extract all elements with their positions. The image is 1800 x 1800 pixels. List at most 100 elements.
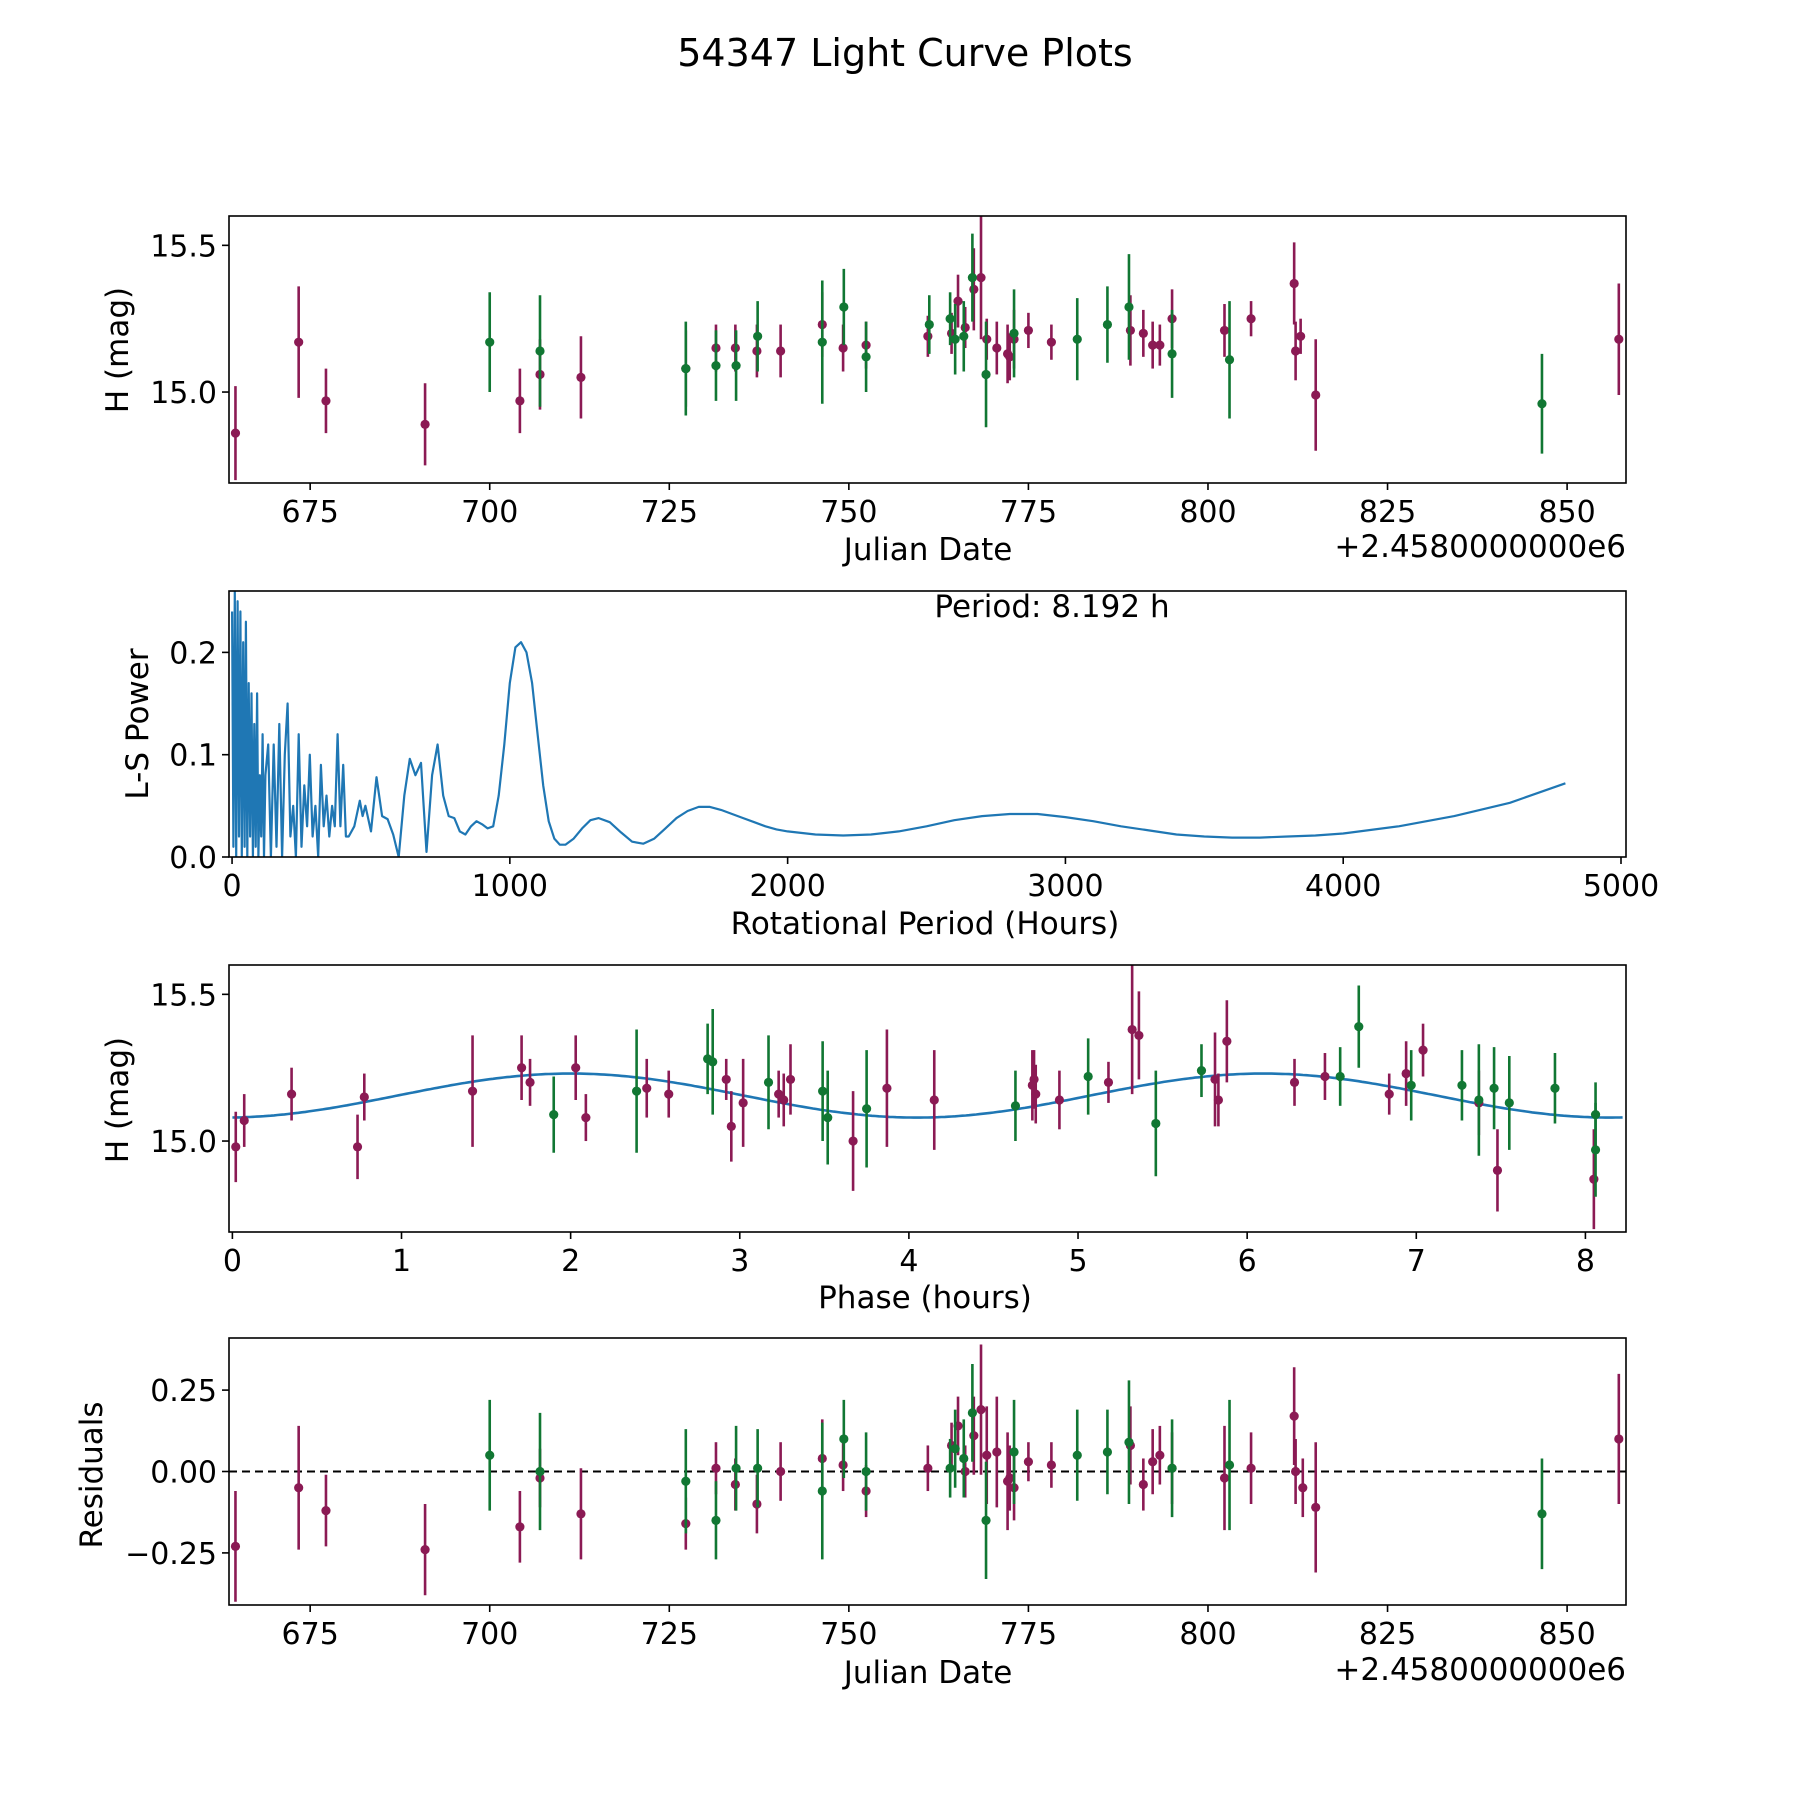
- marker: [1492, 1165, 1503, 1175]
- marker: [535, 1466, 545, 1477]
- residuals-axes: 675 700 725 750 775 800 825 850 −0.25 0.00 0.25: [125, 1337, 1627, 1652]
- marker: [1124, 1437, 1134, 1447]
- data-point-green: [711, 330, 721, 401]
- data-point-green: [1151, 1070, 1161, 1177]
- marker: [945, 1463, 955, 1473]
- marker: [1054, 1095, 1065, 1105]
- data-point-purple: [1031, 1064, 1041, 1124]
- marker: [631, 1086, 642, 1096]
- data-point-green: [1124, 254, 1134, 360]
- marker: [1005, 352, 1015, 362]
- x-tick-label: 800: [1179, 1617, 1236, 1652]
- marker: [352, 1142, 363, 1152]
- marker: [1224, 1460, 1235, 1470]
- marker: [515, 396, 525, 406]
- data-point-purple: [976, 216, 986, 340]
- marker: [711, 361, 721, 371]
- x-tick-label: 6: [1238, 1244, 1257, 1279]
- data-point-purple: [1134, 991, 1144, 1080]
- marker: [817, 1486, 827, 1496]
- data-point-purple: [515, 368, 525, 434]
- data-point-green: [817, 1422, 827, 1560]
- y-axis-label: Residuals: [74, 1401, 110, 1548]
- marker: [1537, 399, 1547, 409]
- marker: [231, 1142, 241, 1152]
- marker: [923, 1463, 933, 1473]
- data-point-green: [1537, 1458, 1547, 1570]
- data-point-green: [1083, 1038, 1093, 1115]
- phased-curve-marks: [231, 965, 1623, 1230]
- data-point-green: [1167, 1419, 1177, 1518]
- y-axis-label: L-S Power: [120, 648, 156, 799]
- marker: [924, 319, 934, 330]
- marker: [571, 1063, 581, 1073]
- data-point-green: [823, 1070, 833, 1165]
- marker: [753, 1463, 763, 1473]
- marker: [1222, 1036, 1232, 1046]
- data-point-purple: [1029, 1050, 1039, 1109]
- marker: [1046, 337, 1056, 347]
- marker: [711, 1515, 721, 1525]
- x-tick-label: 800: [1179, 495, 1236, 530]
- data-point-purple: [1005, 1445, 1015, 1511]
- y-tick-label: 15.5: [150, 978, 217, 1013]
- marker: [1489, 1083, 1499, 1093]
- marker: [1029, 1074, 1039, 1085]
- phased-curve-panel: 0 1 2 3 4 5 6 7 8 15.0 15.5 Phase (hours) H (mag): [100, 964, 1627, 1316]
- data-point-purple: [571, 1035, 581, 1100]
- marker: [1083, 1071, 1093, 1082]
- data-point-green: [1457, 1050, 1467, 1121]
- marker: [230, 1541, 241, 1551]
- marker: [960, 322, 970, 333]
- x-tick-label: 0: [223, 869, 242, 904]
- data-point-green: [959, 301, 969, 372]
- data-point-green: [485, 1399, 495, 1511]
- marker: [976, 273, 986, 283]
- data-point-purple: [992, 321, 1002, 375]
- data-point-purple: [976, 1344, 986, 1475]
- data-point-purple: [1384, 1073, 1394, 1115]
- x-tick-label: 825: [1359, 1617, 1416, 1652]
- marker: [1138, 1479, 1148, 1490]
- data-point-green: [818, 1041, 828, 1142]
- data-point-purple: [1148, 321, 1158, 369]
- data-point-purple: [230, 1491, 241, 1602]
- data-point-purple: [1023, 312, 1034, 349]
- marker: [839, 302, 849, 312]
- marker: [359, 1092, 369, 1102]
- data-point-green: [1474, 1044, 1484, 1156]
- data-point-purple: [774, 1070, 784, 1118]
- marker: [959, 1453, 969, 1464]
- marker: [576, 372, 586, 382]
- x-tick-label: 2000: [749, 869, 825, 904]
- marker: [1384, 1089, 1394, 1099]
- x-tick-label: 850: [1538, 495, 1595, 530]
- marker: [535, 346, 545, 356]
- marker: [862, 1104, 872, 1114]
- data-point-purple: [294, 1425, 304, 1550]
- data-point-green: [967, 1364, 977, 1462]
- light-curve-panel: 675 700 725 750 775 800 825 850 15.0 15.5 Julian …: [100, 215, 1627, 568]
- data-point-purple: [1291, 321, 1301, 381]
- marker: [1155, 340, 1165, 350]
- marker: [664, 1089, 674, 1099]
- marker: [953, 296, 963, 306]
- light-curve-marks: [230, 216, 1624, 481]
- marker: [960, 1466, 970, 1477]
- data-point-purple: [1127, 965, 1137, 1095]
- marker: [581, 1112, 591, 1123]
- marker: [818, 1086, 828, 1096]
- data-point-purple: [1289, 242, 1299, 325]
- data-point-green: [549, 1076, 559, 1153]
- data-point-purple: [352, 1114, 363, 1180]
- phased-curve-axes: 0 1 2 3 4 5 6 7 8 15.0 15.5: [150, 964, 1627, 1279]
- marker: [1335, 1071, 1345, 1082]
- data-point-green: [981, 1461, 991, 1579]
- data-point-purple: [1614, 1373, 1624, 1505]
- marker: [1298, 1483, 1308, 1493]
- y-tick-label: 0.0: [169, 841, 217, 876]
- data-point-green: [862, 1050, 872, 1168]
- data-point-purple: [664, 1070, 674, 1118]
- period-annotation: Period: 8.192 h: [934, 589, 1169, 625]
